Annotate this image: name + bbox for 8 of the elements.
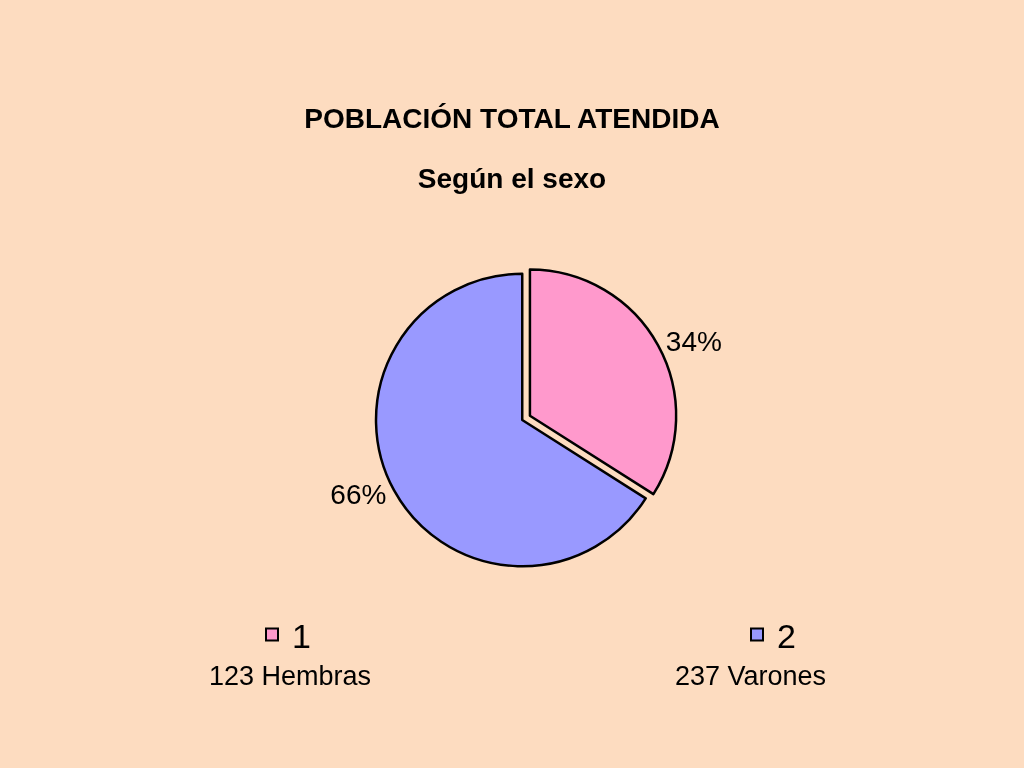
data-label: 34% — [665, 326, 722, 358]
text: 123 Hembras — [209, 661, 372, 691]
text: 237 Varones — [675, 661, 827, 691]
legend-label: 2 — [777, 616, 796, 655]
legend-label: 1 — [292, 616, 311, 655]
data-label: 66% — [330, 478, 387, 510]
chart-title: POBLACIÓN TOTAL ATENDIDA — [304, 102, 720, 134]
chart-subtitle: Según el sexo — [417, 163, 607, 195]
